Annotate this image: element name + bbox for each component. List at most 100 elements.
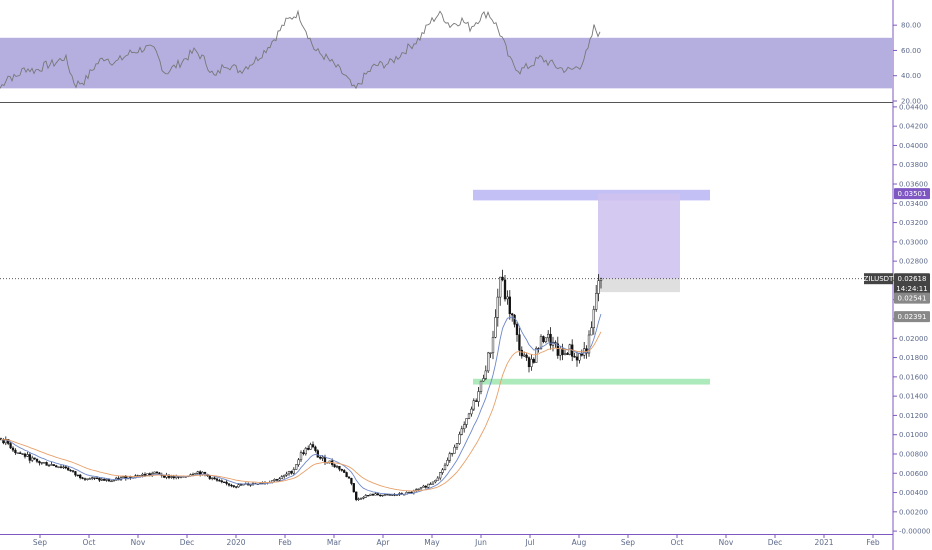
candle-body (590, 327, 593, 336)
candle-body (503, 279, 507, 300)
price-tag-label: 14:24:11 (896, 285, 927, 293)
candle-body (64, 466, 67, 469)
candle-body (578, 353, 581, 361)
price-tick-label: 0.01000 (899, 431, 928, 439)
candle-body (431, 481, 435, 485)
candle-body (362, 497, 365, 499)
candle-body (518, 334, 521, 351)
candle-body (381, 494, 384, 497)
candle-body (587, 334, 591, 354)
price-tick-label: 0.04200 (899, 123, 928, 131)
candle-body (347, 476, 351, 479)
candle-body (491, 337, 495, 354)
position-stop-box (598, 278, 680, 293)
candle-body (62, 466, 65, 468)
candle-body (551, 341, 555, 346)
candle-body (215, 478, 219, 481)
candle-body (81, 477, 84, 479)
candle-body (26, 454, 29, 457)
candle-body (357, 498, 360, 500)
price-tick-label: 0.04000 (899, 142, 928, 150)
candle-body (67, 467, 70, 471)
candle-body (338, 466, 341, 470)
rsi-tick-label: 40.00 (901, 72, 921, 80)
candle-body (143, 473, 147, 476)
candle-body (479, 380, 483, 392)
position-target-box (598, 193, 680, 279)
candle-body (417, 488, 420, 490)
candle-body (57, 466, 60, 468)
candle-body (364, 495, 367, 498)
rsi-tick-label: 60.00 (901, 47, 921, 55)
candle-body (230, 484, 233, 487)
candle-body (155, 471, 159, 474)
candle-body (429, 483, 432, 485)
candle-body (112, 479, 115, 482)
candle-body (148, 473, 151, 475)
candle-body (386, 494, 389, 496)
candle-body (511, 313, 514, 316)
candle-body (213, 477, 216, 480)
candle-body (549, 333, 552, 346)
candle-body (515, 324, 519, 335)
candle-body (369, 493, 372, 496)
candle-body (559, 348, 562, 356)
candle-body (359, 498, 363, 500)
candle-body (297, 459, 300, 465)
candle-body (239, 484, 243, 486)
candle-body (556, 343, 559, 356)
candle-body (352, 483, 355, 493)
candle-body (465, 418, 468, 425)
candle-body (163, 475, 166, 478)
candle-body (141, 473, 144, 476)
candle-body (496, 296, 499, 318)
candle-body (460, 428, 463, 435)
candle-body (273, 479, 276, 481)
candle-body (71, 470, 75, 472)
candle-body (410, 491, 413, 494)
time-tick-label: Sep (33, 538, 47, 547)
candle-body (220, 480, 223, 483)
candle-body (23, 453, 27, 457)
candle-body (448, 453, 451, 461)
candle-body (83, 478, 87, 480)
candle-body (379, 494, 382, 497)
candle-body (535, 348, 538, 363)
candle-body (59, 466, 63, 468)
candle-body (542, 336, 545, 342)
price-tick-label: 0.00800 (899, 450, 928, 458)
candle-body (307, 448, 310, 450)
price-tick-label: 0.04400 (899, 103, 928, 111)
price-tag (894, 283, 930, 295)
candle-body (14, 449, 17, 454)
candle-body (427, 483, 430, 488)
candle-body (170, 476, 173, 478)
candle-body (314, 446, 317, 451)
price-tick-label: 0.03000 (899, 238, 928, 246)
time-tick-label: Oct (83, 538, 96, 547)
candle-body (40, 462, 43, 464)
candle-body (93, 477, 96, 479)
candle-body (283, 474, 286, 477)
candle-body (424, 485, 427, 488)
candle-body (103, 478, 106, 481)
time-tick-label: Aug (572, 538, 587, 547)
price-tick-label: 0.01400 (899, 393, 928, 401)
candle-body (191, 473, 195, 476)
candle-body (573, 356, 576, 358)
candle-body (28, 454, 31, 461)
candle-body (76, 474, 79, 477)
symbol-tag (864, 273, 893, 285)
candle-body (19, 452, 22, 454)
time-tick-label: Jul (524, 538, 534, 547)
candle-body (484, 370, 487, 379)
candle-body (33, 457, 36, 460)
candle-body (333, 464, 336, 468)
candle-body (21, 453, 24, 455)
candle-body (355, 491, 358, 500)
candle-body (455, 443, 459, 448)
candle-body (523, 354, 526, 357)
candle-body (508, 296, 511, 315)
candle-body (446, 460, 449, 466)
candle-body (237, 484, 240, 488)
